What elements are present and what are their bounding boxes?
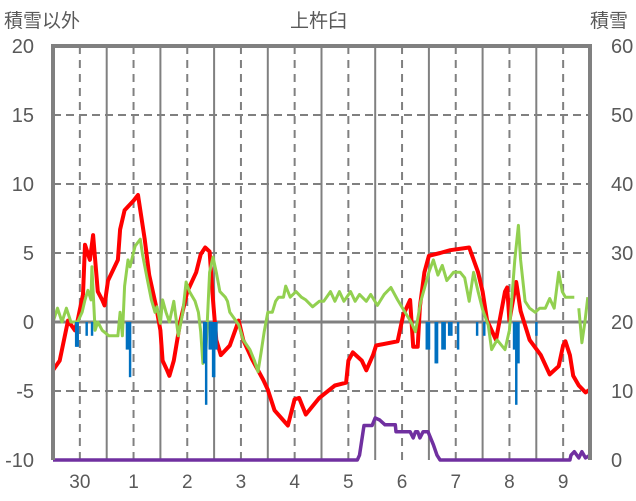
precipitation-bar (425, 322, 429, 350)
x-tick-label: 2 (182, 472, 193, 493)
precipitation-bar (204, 322, 208, 405)
precipitation-bar (215, 322, 218, 350)
left-tick-label: 20 (12, 36, 34, 58)
x-tick-label: 9 (558, 472, 569, 493)
left-tick-label: 15 (12, 105, 34, 127)
right-tick-label: 30 (611, 243, 633, 265)
precipitation-bar (90, 322, 94, 336)
precipitation-bar (517, 322, 520, 364)
precipitation-bar (208, 322, 211, 350)
x-tick-label: 30 (69, 472, 90, 493)
x-tick-label: 5 (343, 472, 354, 493)
x-tick-label: 8 (504, 472, 515, 493)
precipitation-bar (128, 322, 132, 378)
left-tick-label: -5 (16, 381, 34, 403)
precipitation-bar (483, 322, 486, 336)
precipitation-bar (443, 322, 446, 350)
x-tick-label: 4 (289, 472, 300, 493)
right-axis-title: 積雪 (590, 11, 629, 32)
precipitation-bar (434, 322, 437, 364)
precipitation-bar (427, 322, 431, 350)
x-tick-label: 6 (397, 472, 408, 493)
green-series-line (51, 223, 590, 374)
left-tick-label: 5 (23, 243, 34, 265)
right-tick-label: 0 (611, 450, 622, 472)
right-tick-label: 40 (611, 174, 633, 196)
precipitation-bar (212, 322, 216, 378)
precipitation-bar (125, 322, 129, 350)
right-tick-label: 50 (611, 105, 633, 127)
left-tick-label: -10 (5, 450, 34, 472)
plot-frame (51, 44, 592, 460)
chart-title: 上杵臼 (290, 11, 348, 32)
left-tick-label: 10 (12, 174, 34, 196)
precipitation-bar (85, 322, 88, 336)
precipitation-bar (475, 322, 479, 336)
precipitation-bar (435, 322, 439, 364)
precipitation-bar (76, 322, 79, 347)
precipitation-bar (447, 322, 451, 336)
precipitation-bar (450, 322, 453, 336)
right-tick-label: 60 (611, 36, 633, 58)
left-tick-label: 0 (23, 312, 34, 334)
right-tick-label: 20 (611, 312, 633, 334)
precipitation-bar (515, 322, 518, 405)
precipitation-bar (512, 322, 516, 350)
left-axis-title: 積雪以外 (4, 11, 81, 32)
right-tick-label: 10 (611, 381, 633, 403)
precipitation-bar (535, 322, 538, 336)
x-tick-label: 7 (450, 472, 461, 493)
red-series-line (51, 193, 592, 428)
precipitation-bar (441, 322, 444, 350)
x-tick-label: 3 (236, 472, 247, 493)
purple-series-line (53, 416, 591, 462)
precipitation-bar (202, 322, 206, 364)
precipitation-bar (456, 322, 460, 350)
precipitation-bar (74, 322, 78, 347)
x-tick-label: 1 (128, 472, 139, 493)
